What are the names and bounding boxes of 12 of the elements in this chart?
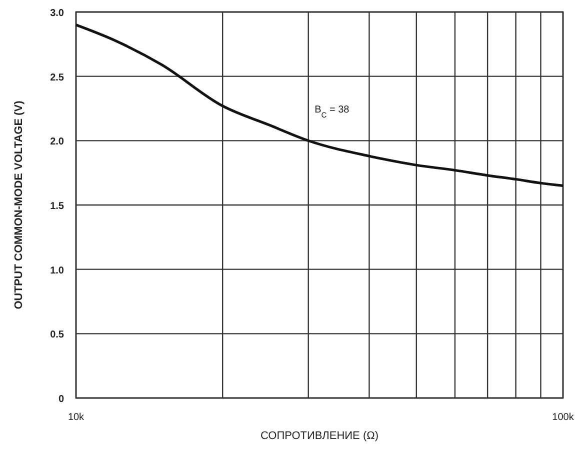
annotation: B$_{C}$ = 38 <box>314 104 350 119</box>
x-tick-label: 100k <box>552 412 575 423</box>
x-axis-title: СОПРОТИВЛЕНИЕ (Ω) <box>260 430 379 442</box>
y-tick-label: 1.0 <box>50 265 64 276</box>
y-tick-label: 3.0 <box>50 8 64 19</box>
y-tick-label: 0.5 <box>50 330 64 341</box>
x-tick-label: 10k <box>68 412 86 423</box>
y-axis-title: OUTPUT COMMON-MODE VOLTAGE (V) <box>13 100 25 310</box>
y-tick-label: 1.5 <box>50 201 64 212</box>
y-tick-label: 0 <box>58 394 64 405</box>
y-tick-label: 2.0 <box>50 136 64 148</box>
y-tick-label: 2.5 <box>50 72 64 84</box>
